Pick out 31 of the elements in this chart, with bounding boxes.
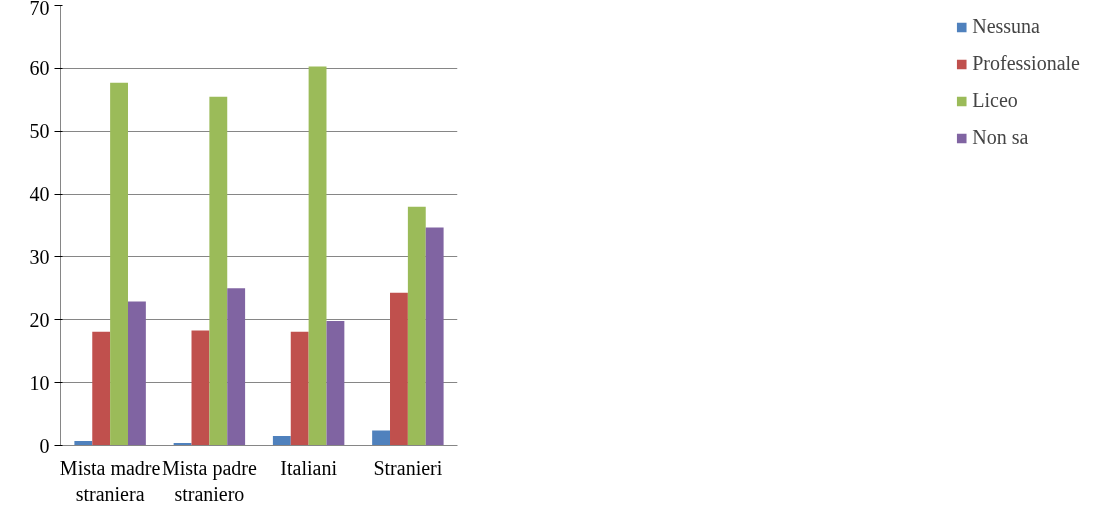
bar [110,82,128,446]
bar [191,330,210,446]
bar [407,206,426,446]
y-tick-label: 40 [29,183,50,206]
y-tick-label: 70 [29,0,50,19]
bar [326,321,345,446]
x-tick-label: Mista padre straniero [161,456,257,505]
bar [127,301,146,446]
bar [74,441,93,446]
legend-label: Non sa [972,126,1029,149]
x-tick-label: Italiani [280,456,338,479]
bar [372,430,391,446]
x-tick-label: Mista madre straniera [59,456,161,505]
bar [92,331,111,446]
x-tick-label: Stranieri [373,456,443,479]
y-tick-label: 30 [29,245,50,268]
bar [209,96,228,446]
bar [290,331,309,446]
y-tick-label: 50 [29,120,50,143]
y-tick-label: 60 [29,57,50,80]
bar [227,288,246,446]
bar [390,292,408,446]
bar [308,66,327,446]
y-tick-label: 10 [29,371,50,394]
legend-label: Nessuna [972,15,1040,38]
bar [425,227,444,446]
y-tick-label: 0 [39,434,50,457]
legend-label: Liceo [972,89,1018,112]
legend-label: Professionale [972,52,1080,75]
y-tick-label: 20 [29,308,50,331]
bar [272,436,291,446]
